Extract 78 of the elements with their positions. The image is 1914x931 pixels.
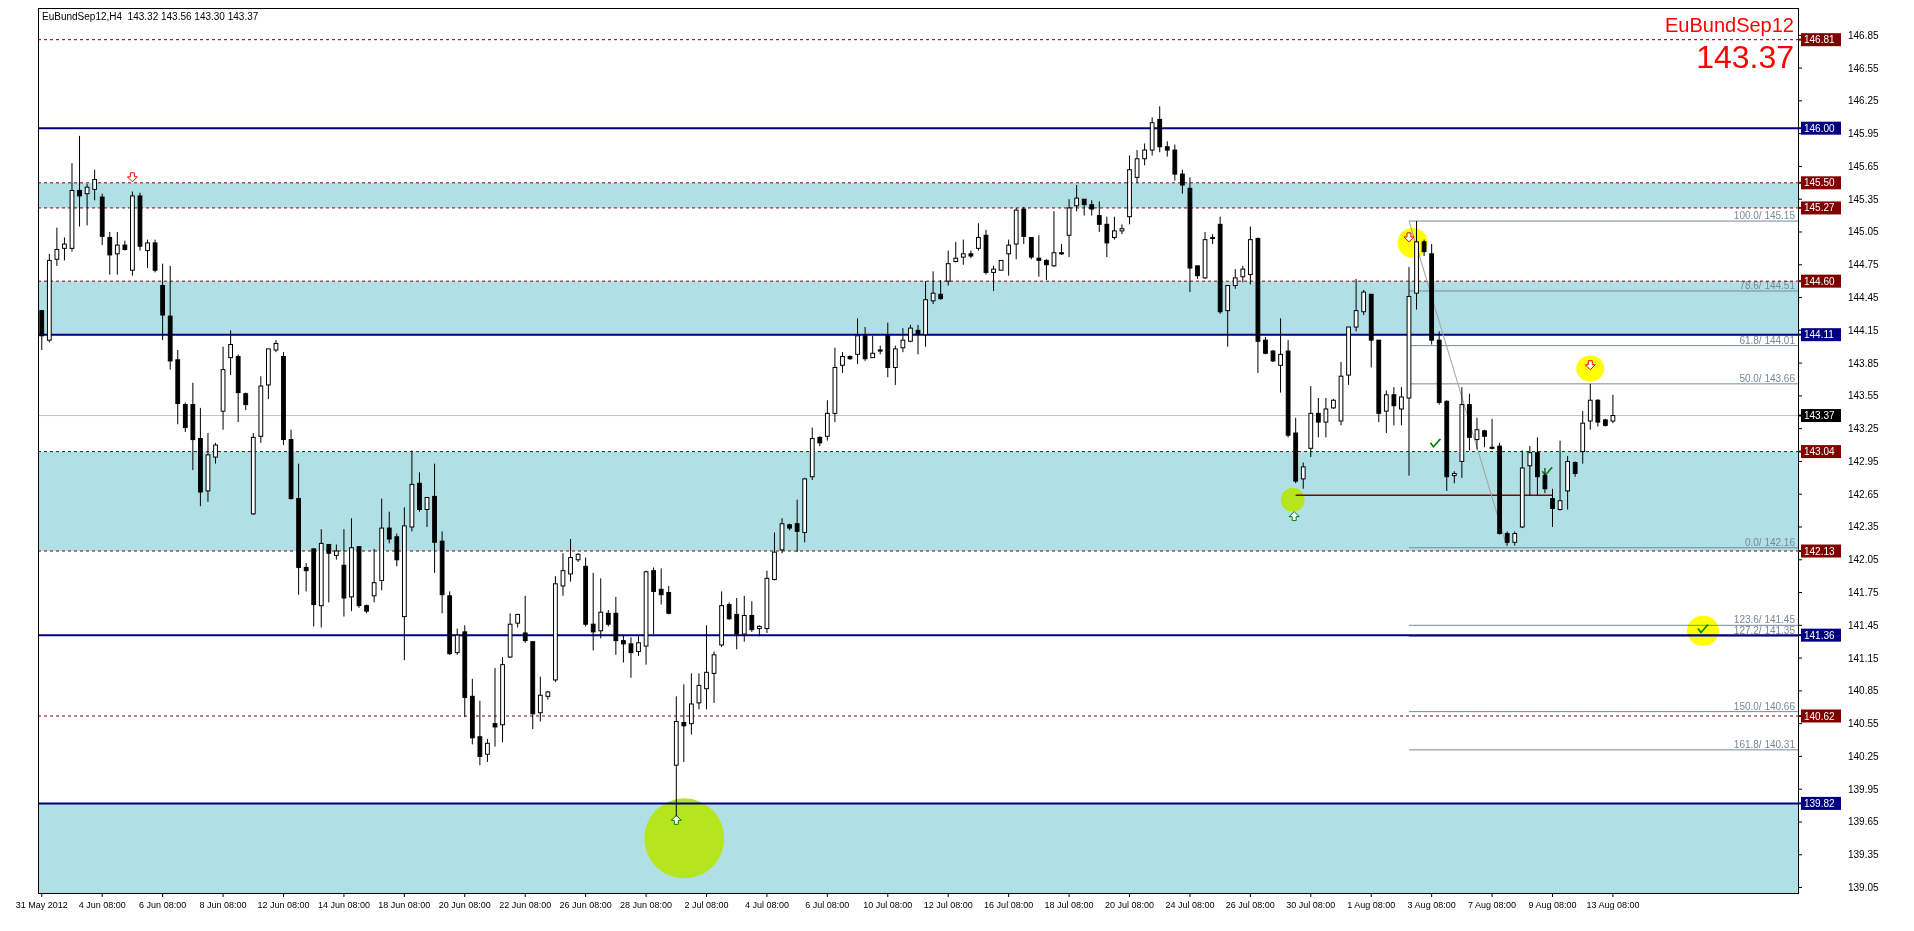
y-tick-label: 146.25 [1848,95,1880,107]
x-tick-label: 6 Jun 08:00 [139,900,187,910]
ref-line-label: 150.0/ 140.66 [1733,700,1796,712]
x-tick-label: 13 Aug 08:00 [1586,900,1640,910]
ref-line-label: 143.04 [1804,446,1836,458]
y-tick-label: 139.35 [1848,849,1880,861]
chart-title: EuBundSep12,H4 143.32 143.56 143.30 143.37 [42,11,259,22]
ref-line-label: 161.8/ 140.31 [1733,738,1796,750]
y-tick-label: 143.85 [1848,357,1880,369]
y-tick-label: 144.45 [1848,292,1880,304]
ref-line-label: 146.81 [1804,34,1836,46]
ref-line-label: 78.6/ 144.51 [1739,279,1796,291]
y-tick-label: 141.75 [1848,587,1880,599]
x-tick-label: 12 Jun 08:00 [257,900,310,910]
ref-line-label: 61.8/ 144.01 [1739,334,1796,346]
ref-line-label: 127.2/ 141.35 [1733,625,1796,637]
x-tick-label: 28 Jun 08:00 [620,900,673,910]
x-tick-label: 4 Jul 08:00 [744,900,789,910]
y-tick-label: 144.15 [1848,324,1880,336]
y-tick-label: 146.85 [1848,29,1880,41]
ref-line-label: 50.0/ 143.66 [1739,372,1796,384]
ref-line-label: 140.62 [1804,710,1836,722]
y-tick-label: 139.05 [1848,882,1880,894]
ref-line-label: 142.13 [1804,545,1836,557]
y-tick-label: 141.45 [1848,619,1880,631]
y-tick-label: 139.95 [1848,783,1880,795]
y-tick-label: 145.05 [1848,226,1880,238]
y-tick-label: 141.15 [1848,652,1880,664]
x-tick-label: 2 Jul 08:00 [684,900,729,910]
ref-line-label: 100.0/ 145.15 [1733,210,1796,222]
y-tick-label: 140.55 [1848,718,1880,730]
y-tick-label: 144.75 [1848,259,1880,271]
x-tick-label: 31 May 2012 [15,900,68,910]
x-tick-label: 3 Aug 08:00 [1407,900,1456,910]
annotation: 143.37 [1696,39,1794,75]
x-tick-label: 30 Jul 08:00 [1286,900,1336,910]
ref-line-label: 143.37 [1804,410,1836,422]
x-tick-label: 14 Jun 08:00 [317,900,370,910]
y-tick-label: 139.65 [1848,816,1880,828]
x-tick-label: 16 Jul 08:00 [984,900,1034,910]
y-tick-label: 145.35 [1848,193,1880,205]
y-tick-label: 142.65 [1848,488,1880,500]
y-tick-label: 145.95 [1848,128,1880,140]
x-tick-label: 12 Jul 08:00 [923,900,973,910]
y-tick-label: 140.25 [1848,750,1880,762]
x-tick-label: 10 Jul 08:00 [863,900,913,910]
y-tick-label: 145.65 [1848,160,1880,172]
ref-line-label: 141.36 [1804,629,1836,641]
ref-line-label: 123.6/ 141.45 [1733,614,1796,626]
x-tick-label: 24 Jul 08:00 [1165,900,1215,910]
x-tick-label: 9 Aug 08:00 [1528,900,1577,910]
ref-line-label: 146.00 [1804,122,1836,134]
y-tick-label: 143.55 [1848,390,1880,402]
ref-line-label: 0.0/ 142.16 [1744,536,1796,548]
x-tick-label: 26 Jun 08:00 [559,900,612,910]
ref-line-label: 145.50 [1804,177,1836,189]
x-tick-label: 20 Jun 08:00 [438,900,491,910]
y-tick-label: 142.95 [1848,455,1880,467]
x-tick-label: 22 Jun 08:00 [499,900,552,910]
x-tick-label: 20 Jul 08:00 [1104,900,1155,910]
y-tick-label: 142.05 [1848,554,1880,566]
x-tick-label: 1 Aug 08:00 [1347,900,1396,910]
y-tick-label: 143.25 [1848,423,1880,435]
x-tick-label: 18 Jul 08:00 [1044,900,1094,910]
x-tick-label: 18 Jun 08:00 [378,900,431,910]
ref-line-label: 145.27 [1804,202,1836,214]
x-tick-label: 4 Jun 08:00 [78,900,126,910]
y-tick-label: 142.35 [1848,521,1880,533]
y-tick-label: 140.85 [1848,685,1880,697]
x-tick-label: 8 Jun 08:00 [199,900,247,910]
x-tick-label: 26 Jul 08:00 [1225,900,1275,910]
ref-line-label: 144.11 [1804,329,1835,341]
chart-subtitle: EuBundSep12 [1664,14,1794,36]
x-tick-label: 6 Jul 08:00 [805,900,850,910]
ref-line-label: 144.60 [1804,275,1836,287]
y-tick-label: 146.55 [1848,62,1880,74]
x-tick-label: 7 Aug 08:00 [1468,900,1517,910]
ref-line-label: 139.82 [1804,797,1836,809]
